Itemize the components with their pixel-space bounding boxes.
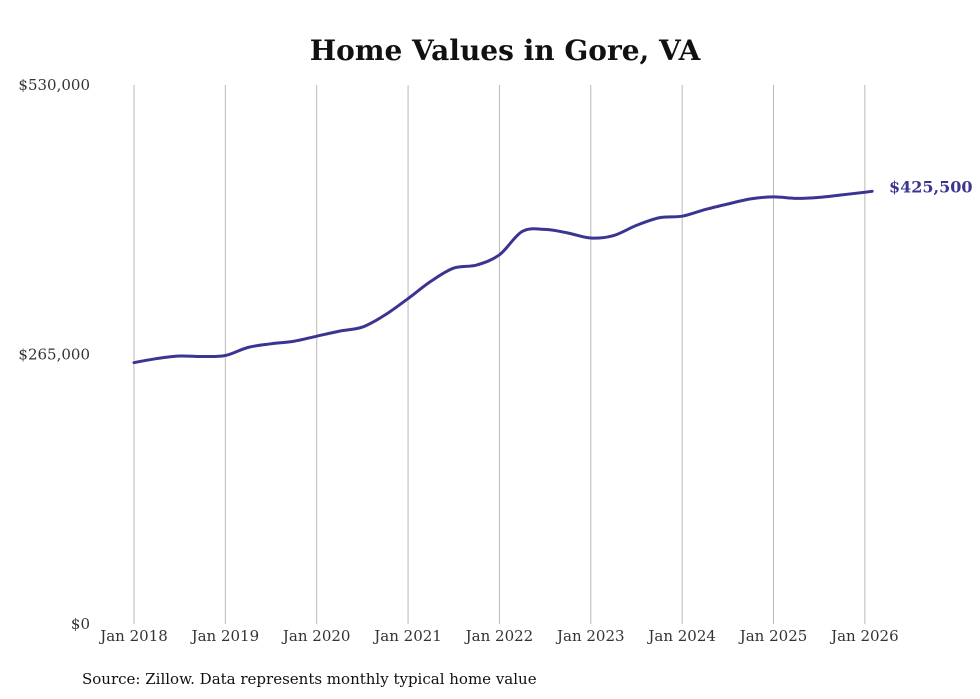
x-axis: Jan 2018 Jan 2019 Jan 2020 Jan 2021 Jan 2022… — [98, 627, 898, 645]
x-tick-label: Jan 2021 — [372, 627, 442, 645]
series-line — [132, 189, 874, 365]
x-tick-label: Jan 2026 — [829, 627, 899, 645]
x-tick-label: Jan 2020 — [281, 627, 351, 645]
source-note: Source: Zillow. Data represents monthly … — [82, 670, 537, 688]
x-tick-label: Jan 2023 — [555, 627, 625, 645]
x-tick-label: Jan 2024 — [646, 627, 716, 645]
chart-title: Home Values in Gore, VA — [310, 34, 702, 67]
x-tick-label: Jan 2025 — [738, 627, 808, 645]
end-value-label: $425,500 — [889, 177, 973, 196]
series-layer — [132, 189, 874, 365]
y-tick-label: $530,000 — [18, 76, 90, 94]
gridlines — [133, 85, 866, 624]
x-tick-label: Jan 2022 — [464, 627, 534, 645]
y-tick-label: $0 — [71, 615, 90, 633]
y-axis: $0 $265,000 $530,000 — [18, 76, 90, 633]
x-tick-label: Jan 2018 — [98, 627, 168, 645]
y-tick-label: $265,000 — [18, 346, 90, 364]
x-tick-label: Jan 2019 — [190, 627, 260, 645]
